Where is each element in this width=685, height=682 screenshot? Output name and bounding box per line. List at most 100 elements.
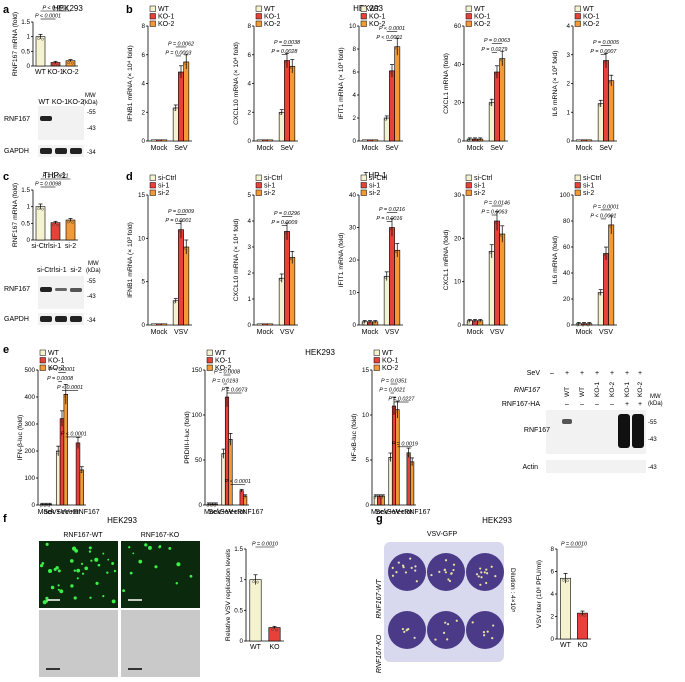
d3-legend-swatch-0: [360, 174, 367, 181]
d1-xlabel-1: VSV: [174, 329, 188, 336]
b5-bar-1-1: [603, 60, 609, 142]
c-main-dot-2: [67, 220, 70, 224]
e1-legend-swatch-1: [39, 357, 46, 364]
b1-dot-1-2: [184, 62, 187, 65]
b3-ytick-label-4: 8: [352, 46, 356, 53]
d3-legend-label-2: si-2: [369, 190, 380, 197]
f-cell-wt-33: [74, 549, 79, 553]
f-cell-ko-1: [158, 545, 161, 549]
b3-ytick-label-0: 0: [352, 138, 356, 145]
c-main-p0-label: P = 0.0221: [42, 174, 68, 180]
b3-xlabel-0: Mock: [362, 145, 379, 152]
f-cell-ko-10: [128, 546, 131, 549]
f-cell-wt-11: [113, 569, 117, 573]
e3-ytick-label-2: 10: [362, 412, 370, 419]
b4-legend-label-2: KO-2: [474, 21, 490, 28]
e2-ytick-label-3: 150: [191, 367, 202, 374]
b4-dot-0-2: [478, 139, 481, 142]
a-main-dot2-1: [56, 63, 59, 67]
b3-ytick-label-2: 4: [352, 92, 356, 99]
d2-bar-0-1: [262, 323, 268, 326]
b4-dot-0-1: [472, 139, 476, 142]
b1-legend-swatch-1: [149, 13, 156, 20]
e3-dot-1-2: [395, 409, 398, 413]
b4-ytick-label-0: 0: [457, 138, 461, 145]
g-plaque-2-4: [480, 576, 483, 579]
f-cell-ko-7: [176, 562, 181, 567]
f-cell-wt-36: [89, 596, 92, 599]
blot-lane-labels: WT KO-1 KO-2si-Ctrl si-1 si-2– + + + + + +WT WT KO-1…: [37, 99, 644, 408]
e1-dot-2-2: [79, 470, 83, 473]
d1-legend-swatch-0: [149, 174, 156, 181]
panel-label-g: g: [376, 513, 383, 525]
c-main-ytick-label-2: 1: [26, 204, 30, 211]
b4-legend-swatch-2: [465, 20, 472, 27]
b3-legend-label-1: KO-1: [369, 14, 385, 21]
e1-dot-0-2: [47, 504, 51, 508]
d1-p0-label: P = 0.0009: [168, 209, 194, 215]
b2-bar-0-2: [267, 139, 274, 142]
g-plaque-2-7: [480, 571, 483, 574]
f-cell-wt-17: [88, 550, 92, 553]
blot-a-lane-0: WT: [39, 99, 51, 106]
b2-p0-label: P = 0.0038: [274, 40, 300, 46]
b3-p1-label: P < 0.0001: [376, 35, 402, 41]
header-d: THP-1: [363, 171, 387, 180]
d3-legend-swatch-2: [360, 189, 367, 196]
g-plaque-4-1: [444, 621, 447, 624]
b3-bar-1-2: [394, 46, 401, 142]
d4-legend-label-2: si-2: [474, 190, 485, 197]
d3-dot-1-1: [389, 227, 393, 231]
e3-dot-0-2: [380, 496, 384, 499]
b1-bar-0-0: [150, 139, 157, 142]
blot-a-mw-55: -55: [87, 110, 96, 116]
e3-dot-1-0: [388, 457, 391, 460]
blot-e-mw-55: -55: [648, 420, 657, 426]
d2-legend-label-1: si-1: [264, 183, 275, 190]
b5-dot-1-0: [598, 103, 601, 107]
d3-p1-label: P = 0.0016: [376, 216, 402, 222]
f-cell-ko-2: [138, 559, 143, 564]
b4-legend-label-0: WT: [474, 6, 486, 13]
e3-bar-2-1: [406, 452, 411, 506]
panel-label-e: e: [3, 344, 9, 356]
g-well-ko-2: [427, 611, 465, 649]
d2-legend-label-0: si-Ctrl: [264, 175, 283, 182]
d2-ylabel: CXCL10 mRNA (× 10⁴ fold): [233, 219, 240, 302]
d2-legend-label-2: si-2: [264, 190, 275, 197]
d1-ytick-label-2: 10: [138, 235, 146, 242]
b3-legend-label-2: KO-2: [369, 21, 385, 28]
blot-a-mw-unit: (kDa): [83, 100, 98, 106]
d2-ytick-label-3: 3: [247, 244, 251, 251]
d2-xlabel-1: VSV: [280, 329, 294, 336]
b4-bar-1-2: [499, 58, 506, 142]
header-a: HEK293: [53, 4, 83, 13]
f-cell-ko-3: [132, 552, 135, 555]
f-bar-bar-0: [249, 579, 262, 642]
f-bar-dot2-0: [256, 580, 259, 584]
g-bar-ylabel: VSV titer (10⁶ PFU/ml): [536, 560, 543, 628]
b5-bar-1-0: [597, 103, 604, 142]
a-main-ytick-label-2: 1: [26, 34, 30, 41]
b5-legend-swatch-1: [574, 13, 581, 20]
b4-p1-label: P = 0.0279: [481, 47, 507, 53]
f-cell-ko-4: [168, 547, 172, 550]
b2-ytick-label-4: 8: [247, 23, 251, 30]
b5-bar-0-2: [586, 139, 593, 142]
g-bar-dot2-1: [583, 614, 586, 617]
b2-dot-1-1: [284, 60, 288, 64]
blot-a-mw-34: -34: [87, 150, 96, 156]
chart-b4: 0 20 40 60 CXCL1 mRNA (fold) Mock SeV WTKO-1KO-…: [443, 5, 510, 152]
d3-xlabel-0: Mock: [362, 329, 379, 336]
b5-bar-0-0: [575, 139, 582, 142]
f-cell-wt-2: [45, 596, 49, 600]
f-bar-p0-label: P = 0.0010: [252, 542, 278, 548]
d5-legend-label-0: si-Ctrl: [583, 175, 602, 182]
d3-ytick-label-1: 10: [349, 290, 357, 297]
b5-dot-1-2: [609, 80, 612, 84]
g-row-label-ko: RNF167-KO: [376, 634, 383, 673]
g-bar-dot-1: [579, 613, 582, 617]
f-col-label-wt: RNF167-WT: [63, 532, 103, 539]
g-plaque-2-11: [475, 573, 479, 576]
